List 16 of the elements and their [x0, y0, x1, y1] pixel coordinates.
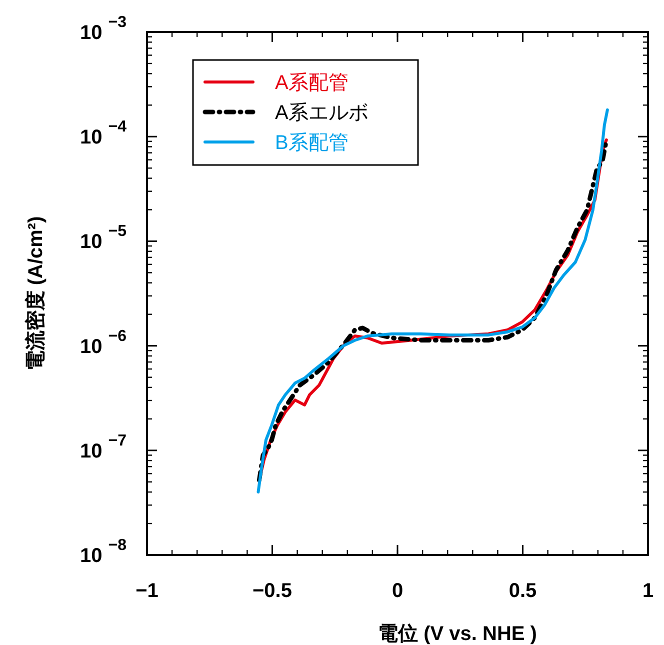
y-tick-label: 10$^{−3}$: [80, 14, 127, 44]
y-tick-label: 10$^{−4}$: [80, 118, 127, 149]
x-tick-label: 0.5: [508, 580, 537, 602]
x-tick-label: −1: [136, 580, 158, 602]
y-tick-label: 10$^{−7}$: [80, 432, 127, 462]
legend-label: A系配管: [275, 72, 348, 94]
x-axis-title: 電位 (V vs. NHE ): [378, 623, 537, 645]
y-axis-title: 電流密度 (A/cm²): [24, 216, 47, 371]
y-tick-label: 10$^{−5}$: [80, 223, 127, 254]
y-tick-label: 10$^{−8}$: [80, 537, 127, 567]
x-tick-label: 1: [642, 580, 654, 602]
x-tick-label: 0: [392, 580, 404, 602]
legend-label: A系エルボ: [275, 102, 368, 124]
x-tick-label: −0.5: [252, 580, 292, 602]
legend-label: B系配管: [275, 132, 348, 154]
y-tick-label: 10$^{−6}$: [80, 328, 127, 358]
